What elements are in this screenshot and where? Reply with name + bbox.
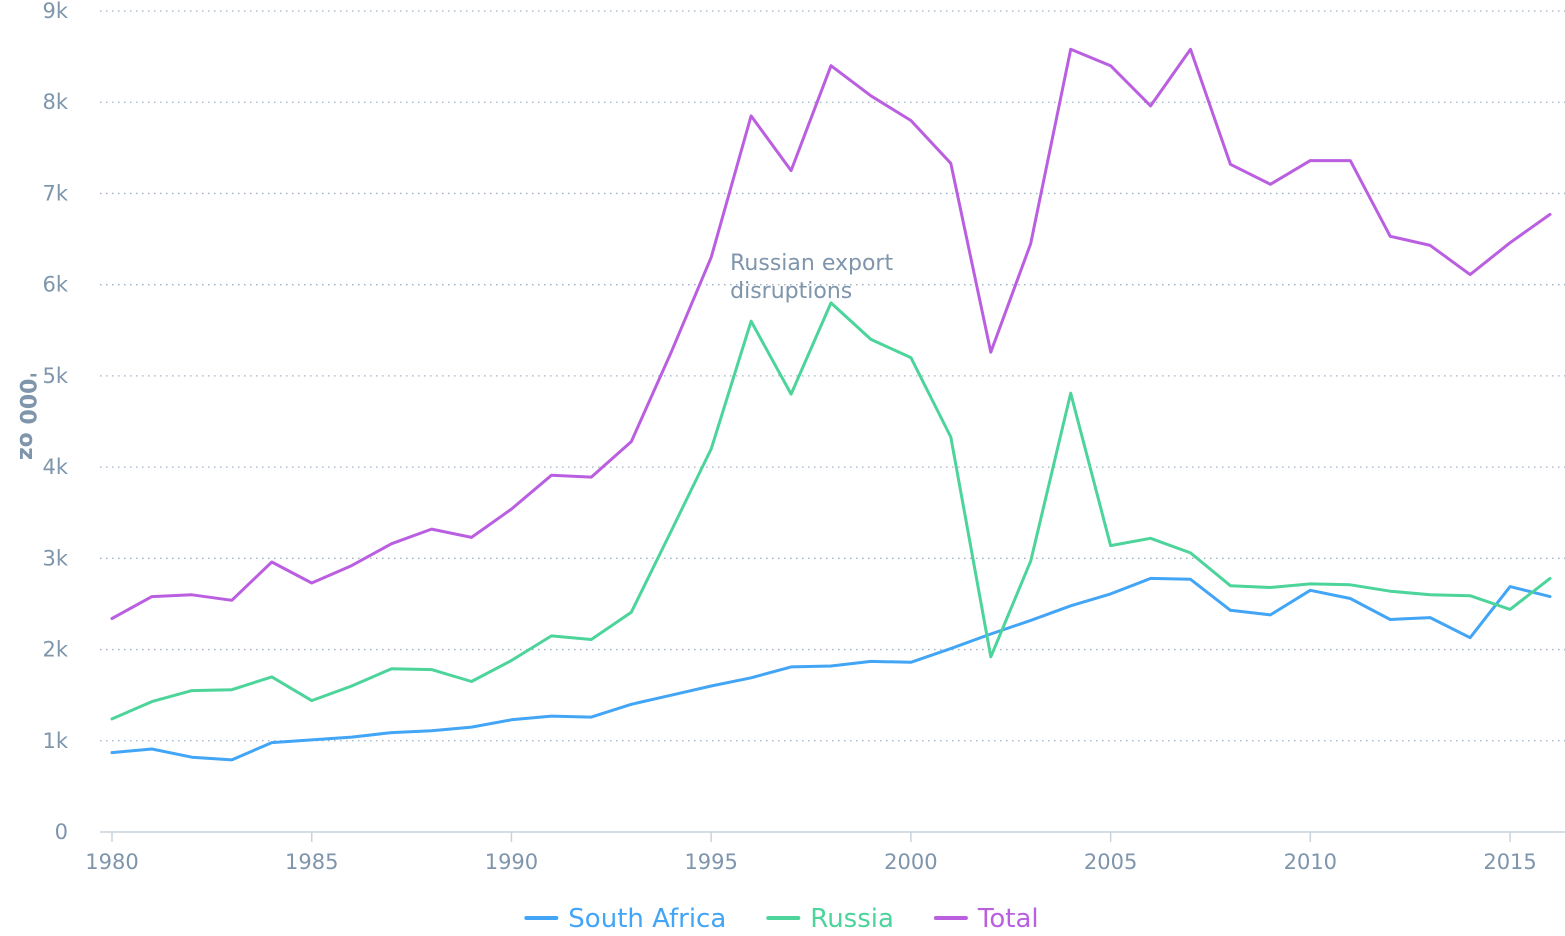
x-tick-label: 1985 xyxy=(285,850,338,874)
y-tick-label: 7k xyxy=(42,181,68,205)
legend: South Africa Russia Total xyxy=(524,904,1039,934)
legend-item-total[interactable]: Total xyxy=(933,904,1039,934)
x-tick-label: 2010 xyxy=(1284,850,1337,874)
legend-item-russia[interactable]: Russia xyxy=(766,904,894,934)
y-axis-tick-labels: 0 1k 2k 3k 4k 5k 6k 7k 8k 9k xyxy=(42,0,68,844)
annotation-line: disruptions xyxy=(730,279,852,304)
y-tick-label: 4k xyxy=(42,455,68,479)
y-tick-label: 1k xyxy=(42,729,68,753)
series-lines xyxy=(110,47,1552,762)
series-line-south-africa xyxy=(110,576,1552,762)
y-tick-label: 5k xyxy=(42,364,68,388)
annotation: Russian export disruptions xyxy=(730,251,893,304)
y-axis-title: '000 oz xyxy=(14,372,39,460)
y-tick-label: 3k xyxy=(42,546,68,570)
x-axis: 1980 1985 1990 1995 2000 2005 2010 2015 xyxy=(85,831,1565,874)
y-tick-label: 9k xyxy=(42,0,68,23)
legend-label: Total xyxy=(977,904,1039,934)
y-tick-label: 6k xyxy=(42,273,68,297)
y-tick-label: 8k xyxy=(42,90,68,114)
annotation-text: Russian export disruptions xyxy=(730,251,893,304)
y-tick-label: 0 xyxy=(55,820,68,844)
x-tick-label: 2000 xyxy=(884,850,937,874)
y-tick-label: 2k xyxy=(42,638,68,662)
series-line-russia xyxy=(110,301,1552,721)
x-tick-label: 1980 xyxy=(85,850,138,874)
annotation-line: Russian export xyxy=(730,251,893,276)
series-line-total xyxy=(110,47,1552,620)
x-tick-label: 2005 xyxy=(1084,850,1137,874)
legend-item-south-africa[interactable]: South Africa xyxy=(524,904,726,934)
x-tick-label: 1995 xyxy=(684,850,737,874)
x-tick-label: 1990 xyxy=(485,850,538,874)
legend-label: Russia xyxy=(810,904,894,934)
legend-label: South Africa xyxy=(568,904,726,934)
gridlines xyxy=(100,10,1565,742)
x-tick-label: 2015 xyxy=(1483,850,1536,874)
